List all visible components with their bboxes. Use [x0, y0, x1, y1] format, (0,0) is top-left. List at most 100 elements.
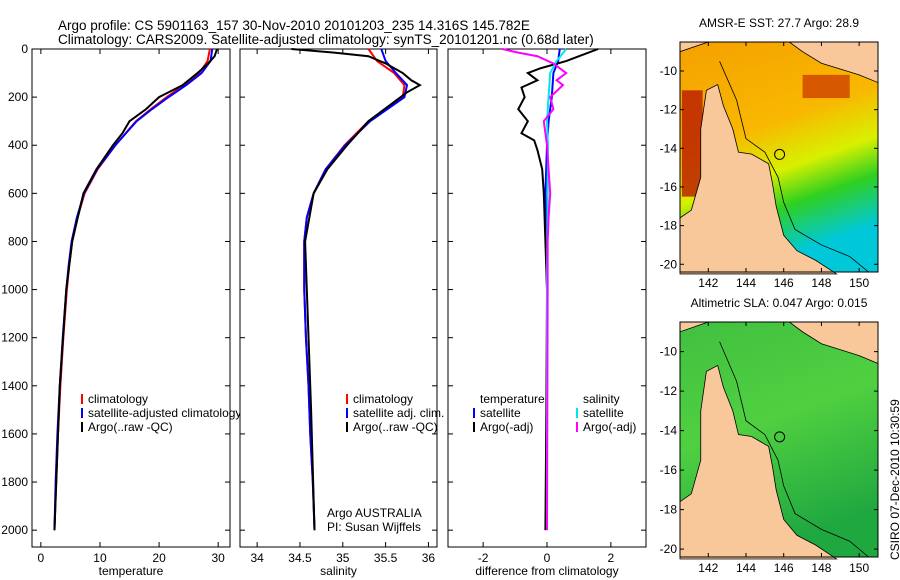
annotation-text: PI: Susan Wijffels: [327, 520, 421, 534]
lat-tick-label: -12: [660, 384, 678, 398]
lon-tick-label: 150: [849, 561, 869, 575]
timestamp-stamp: CSIRO 07-Dec-2010 10:30:59: [888, 399, 900, 560]
map-title: AMSR-E SST: 27.7 Argo: 28.9: [699, 16, 859, 30]
lon-tick-label: 142: [698, 561, 718, 575]
legend-title: temperature: [480, 392, 545, 406]
legend-label: Argo(-adj): [583, 420, 636, 434]
series-line-argo-raw-qc-: [291, 48, 422, 531]
shelf-contour: [719, 61, 869, 273]
legend-label: climatology: [353, 392, 413, 406]
legend-swatch: [346, 394, 348, 404]
legend-swatch: [576, 422, 578, 432]
lat-tick-label: -16: [660, 180, 678, 194]
x-tick-label: 0: [38, 551, 45, 565]
map-frame: [679, 321, 879, 558]
argo-position-marker: [774, 431, 786, 443]
lon-tick-label: 144: [736, 276, 756, 290]
legend-label: Argo(..raw -QC): [88, 420, 173, 434]
plot-frame: [239, 48, 438, 548]
legend-swatch: [576, 408, 578, 418]
legend-swatch: [346, 408, 348, 418]
lat-tick-label: -18: [660, 219, 678, 233]
x-tick-label: 30: [211, 551, 225, 565]
x-tick-label: 10: [93, 551, 107, 565]
y-tick-label: 600: [8, 186, 28, 200]
x-tick-label: 34.5: [288, 551, 312, 565]
lat-tick-label: -12: [660, 103, 678, 117]
map-sla: Altimetric SLA: 0.047 Argo: 0.015 142 144 1…: [660, 296, 879, 575]
lon-tick-label: 150: [849, 276, 869, 290]
y-tick-label: 1800: [1, 475, 28, 489]
legend-label: satellite: [480, 406, 521, 420]
y-tick-label: 1400: [1, 379, 28, 393]
x-tick-label: 35.5: [374, 551, 398, 565]
x-tick-label: -2: [478, 551, 489, 565]
series-line-temperature-argo-adj-: [517, 48, 599, 531]
lon-tick-label: 148: [811, 276, 831, 290]
legend-label: climatology: [88, 392, 148, 406]
legend-label: Argo(..raw -QC): [353, 420, 438, 434]
legend-swatch: [473, 408, 475, 418]
y-tick-label: 2000: [1, 523, 28, 537]
warm-patch: [681, 90, 703, 197]
land-australia: [679, 83, 838, 275]
x-tick-label: 36: [422, 551, 436, 565]
lon-tick-label: 146: [774, 276, 794, 290]
x-axis-label: difference from climatology: [475, 564, 618, 578]
legend-title: salinity: [583, 392, 620, 406]
x-tick-label: 2: [608, 551, 615, 565]
plot-frame: [31, 48, 231, 548]
map-sst: AMSR-E SST: 27.7 Argo: 28.9 142 144 146 148 1…: [660, 16, 879, 290]
legend-swatch: [81, 394, 83, 404]
x-axis-label: salinity: [320, 564, 357, 578]
land-australia: [679, 364, 838, 560]
annotation-text: Argo AUSTRALIA: [327, 506, 422, 520]
y-tick-label: 200: [8, 90, 28, 104]
y-tick-label: 0: [21, 42, 28, 56]
legend-swatch: [473, 422, 475, 432]
lat-tick-label: -16: [660, 463, 678, 477]
legend-label: satellite-adjusted climatology: [88, 406, 241, 420]
warm-patch: [802, 74, 850, 99]
lon-tick-label: 148: [811, 561, 831, 575]
legend-swatch: [346, 422, 348, 432]
y-tick-label: 800: [8, 234, 28, 248]
lat-tick-label: -14: [660, 424, 678, 438]
figure-title-line2: Climatology: CARS2009. Satellite-adjuste…: [58, 32, 594, 47]
legend-swatch: [81, 408, 83, 418]
lat-tick-label: -14: [660, 141, 678, 155]
lat-tick-label: -20: [660, 542, 678, 556]
lat-tick-label: -10: [660, 345, 678, 359]
y-tick-label: 400: [8, 138, 28, 152]
legend-label: Argo(-adj): [480, 420, 533, 434]
lat-tick-label: -18: [660, 503, 678, 517]
legend-label: satellite: [583, 406, 624, 420]
shelf-contour: [719, 341, 869, 558]
x-tick-label: 35: [336, 551, 350, 565]
lon-tick-label: 146: [774, 561, 794, 575]
map-frame: [679, 41, 879, 273]
x-tick-label: 0: [544, 551, 551, 565]
legend-label: satellite adj. clim.: [353, 406, 444, 420]
x-tick-label: 34: [250, 551, 264, 565]
lon-tick-label: 144: [736, 561, 756, 575]
panel-salinity: 34 34.5 35 35.5 36 salinity climatologysatelli…: [239, 48, 444, 578]
x-axis-label: temperature: [99, 564, 164, 578]
y-tick-label: 1600: [1, 427, 28, 441]
argo-position-marker: [774, 148, 786, 160]
panel-temperature: 0 10 20 30 0 200 400 600 800 1000 1200 1400 1600 1800…: [1, 42, 241, 578]
map-title: Altimetric SLA: 0.047 Argo: 0.015: [691, 296, 868, 310]
lon-tick-label: 142: [698, 276, 718, 290]
legend-swatch: [81, 422, 83, 432]
y-tick-label: 1000: [1, 283, 28, 297]
y-tick-label: 1200: [1, 331, 28, 345]
series-line-argo-raw-qc-: [53, 48, 218, 531]
lat-tick-label: -20: [660, 257, 678, 271]
figure-title-line1: Argo profile: CS 5901163_157 30-Nov-2010…: [58, 18, 530, 33]
x-tick-label: 20: [152, 551, 166, 565]
lat-tick-label: -10: [660, 64, 678, 78]
series-line-salinity-argo-adj-: [502, 48, 568, 531]
